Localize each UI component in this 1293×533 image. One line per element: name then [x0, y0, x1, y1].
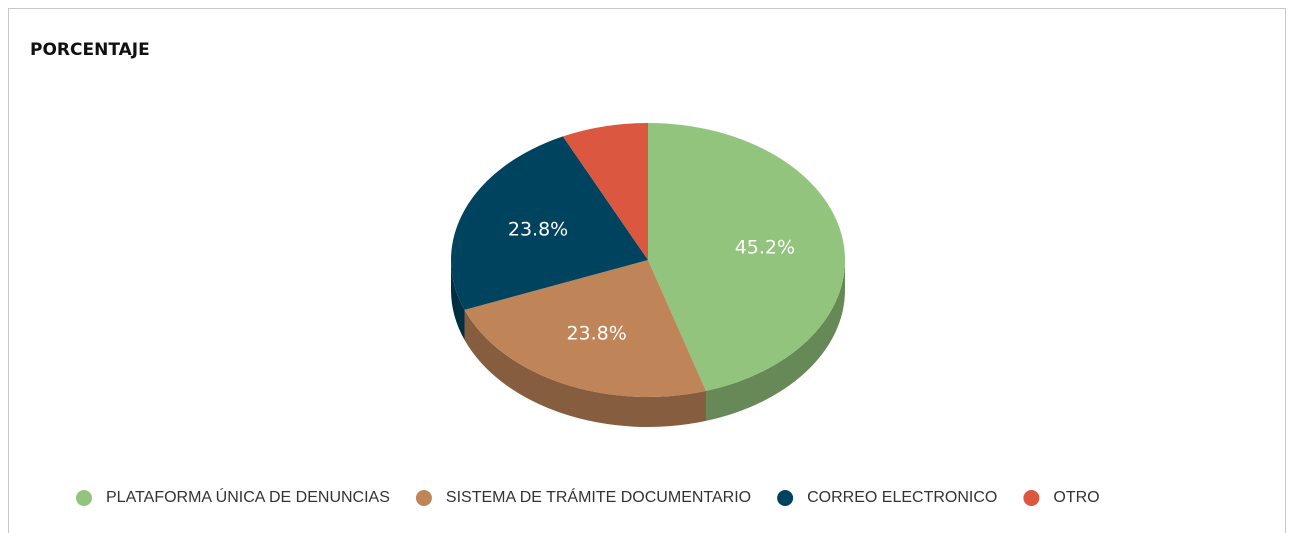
legend-swatch	[777, 490, 794, 506]
legend-label: CORREO ELECTRONICO	[807, 489, 997, 506]
slice	[562, 123, 648, 260]
legend-swatch	[76, 490, 92, 506]
slice-side	[464, 309, 706, 427]
legend-label: OTRO	[1053, 489, 1099, 506]
slice	[450, 136, 648, 310]
slice	[464, 260, 706, 397]
legend-label: SISTEMA DE TRÁMITE DOCUMENTARIO	[446, 487, 751, 506]
chart-title: PORCENTAJE	[30, 40, 150, 60]
data-label: 45.2%	[735, 236, 795, 258]
legend-swatch	[415, 490, 432, 506]
slice-side	[451, 260, 465, 340]
data-label: 23.8%	[566, 323, 626, 345]
slice	[648, 123, 845, 391]
slice-side	[705, 260, 845, 421]
legend-label: PLATAFORMA ÚNICA DE DENUNCIAS	[106, 487, 390, 506]
legend-swatch	[1023, 490, 1040, 506]
card-border	[8, 8, 1286, 533]
data-label: 23.8%	[508, 218, 568, 240]
